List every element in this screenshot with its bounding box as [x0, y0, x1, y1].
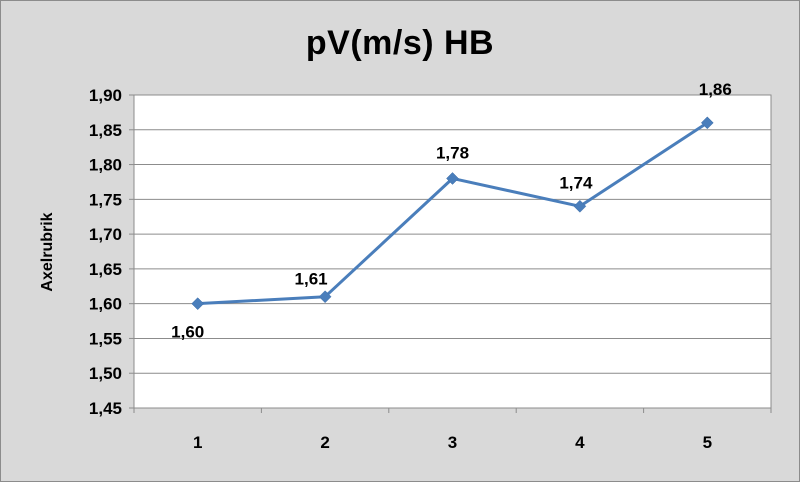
data-point-marker [318, 290, 332, 304]
y-tick-label: 1,85 [89, 121, 122, 140]
gridlines [134, 94, 771, 409]
y-tick-label: 1,90 [89, 86, 122, 105]
data-label: 1,74 [559, 173, 593, 192]
y-tick-label: 1,65 [89, 260, 122, 279]
y-axis-title: Axelrubrik [39, 212, 56, 291]
data-point-marker [573, 199, 587, 213]
y-tick-label: 1,80 [89, 156, 122, 175]
data-point-marker [191, 297, 205, 311]
data-label: 1,61 [295, 270, 328, 289]
y-tick-label: 1,55 [89, 329, 122, 348]
data-point-marker [700, 116, 714, 130]
data-label: 1,60 [171, 323, 204, 342]
y-tick-label: 1,50 [89, 364, 122, 383]
data-point-marker [446, 172, 459, 185]
x-tick-label: 5 [703, 433, 712, 452]
data-label: 1,86 [699, 80, 732, 99]
x-tick-label: 1 [193, 433, 202, 452]
x-axis-ticks: 1 2 3 4 5 [133, 408, 772, 452]
chart-title: pV(m/s) HB [305, 24, 495, 62]
x-tick-label: 2 [320, 433, 329, 452]
y-tick-label: 1,45 [89, 399, 122, 418]
x-tick-label: 3 [448, 433, 457, 452]
data-label: 1,78 [436, 143, 469, 162]
series-group: 1,60 1,61 1,78 1,74 1,86 [171, 80, 732, 342]
x-tick-label: 4 [575, 433, 585, 452]
y-tick-label: 1,75 [89, 190, 122, 209]
y-tick-label: 1,60 [89, 295, 122, 314]
y-tick-label: 1,70 [89, 225, 122, 244]
y-axis-ticks: 1,90 1,85 1,80 1,75 1,70 1,65 1,60 1,55 1,50 1,45 [89, 86, 134, 418]
